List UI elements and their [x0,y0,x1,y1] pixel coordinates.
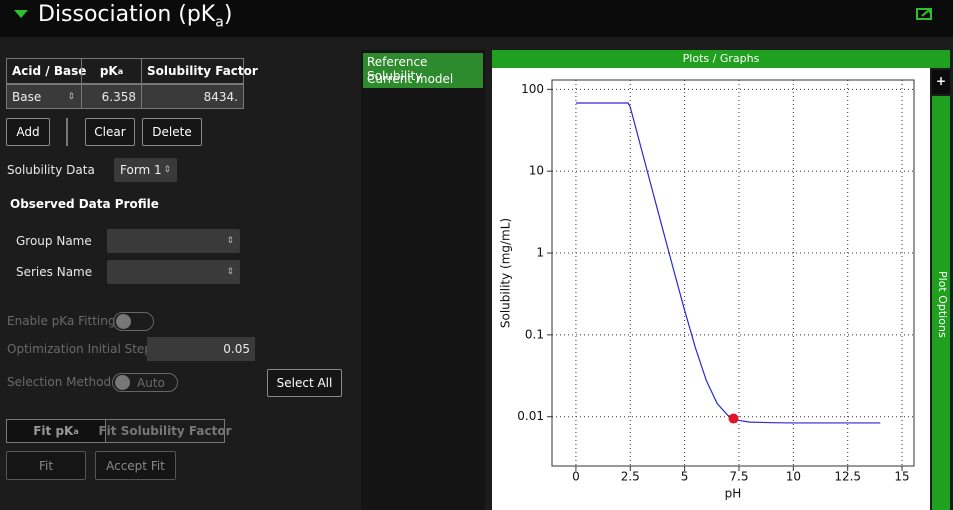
list-item[interactable]: Reference Solubility [367,55,428,83]
fit-tab[interactable]: Fit pK a [6,419,106,443]
title: Dissociation (pKa) [38,2,232,30]
data-point [728,413,739,424]
label: Optimization Initial Step [7,342,152,356]
section-title: Observed Data Profile [10,197,159,211]
label: Group Name [16,234,92,248]
plot-frame [551,79,915,467]
model-list: Reference Solubility Current model [361,50,485,510]
plot-header: Plots / Graphs [492,50,950,68]
step-input[interactable]: 0.05 [147,337,255,361]
accept-fit-button[interactable]: Accept Fit [95,451,176,480]
x-tick-label: 15 [894,470,909,484]
fit-tab[interactable]: Fit Solubility Factor [98,419,232,443]
title-end: ) [223,2,233,27]
toggle-knob [116,314,131,329]
toggle-knob [115,375,130,390]
form-select[interactable]: Form 1 [114,158,177,182]
popout-icon[interactable] [916,7,933,21]
y-tick-label: 0.01 [517,409,544,423]
x-tick-label: 5 [681,470,689,484]
header-text: pK [99,64,118,78]
collapse-arrow[interactable] [14,10,28,20]
y-axis-label: Solubility (mg/mL) [499,218,513,328]
table-cell[interactable]: 8434. [141,84,244,109]
clear-button[interactable]: Clear [85,118,135,146]
separator [66,118,68,146]
x-tick-label: 0 [572,470,580,484]
x-tick-label: 12.5 [834,470,861,484]
toggle[interactable]: Auto [112,373,178,392]
x-axis-label: pH [725,487,742,501]
label: Enable pKa Fitting [7,314,116,328]
plot-area [492,68,930,510]
add-button[interactable]: Add [6,118,50,146]
fit-button[interactable]: Fit [6,451,86,480]
label: Selection Method [7,375,112,389]
toggle-label: Auto [137,376,165,390]
label: Solubility Data [7,163,95,177]
header-bar: Dissociation (pKa) [0,0,953,37]
select-all-button[interactable]: Select All [267,369,342,397]
table-cell[interactable]: 6.358 [81,84,142,109]
header-sub: a [117,66,124,76]
plot-options-bar[interactable]: Plot Options [932,96,950,510]
y-tick-label: 1 [536,246,544,260]
chart: 0 2.5 5 7.5 10 12.5 15 0.01 0.1 1 10 100 pH Solubilit… [499,79,915,501]
y-tick-label: 100 [521,82,544,96]
tab-sub: a [73,426,79,436]
label: Series Name [16,265,93,279]
header-cell: pK a [81,58,142,84]
series-select[interactable] [107,260,240,284]
tab-text: Fit pK [33,424,74,438]
y-tick-label: 0.1 [525,327,544,341]
delete-button[interactable]: Delete [142,118,202,146]
data-line [575,102,881,424]
plus-button[interactable]: + [932,70,950,94]
x-tick-label: 10 [786,470,801,484]
list-item[interactable]: Current model [367,72,454,86]
title-text: Dissociation (pK [38,2,216,27]
x-tick-label: 7.5 [729,470,748,484]
header-cell: Acid / Base [6,58,86,84]
title-sub: a [215,14,224,31]
header-cell: Solubility Factor [141,58,258,84]
y-tick-label: 10 [529,164,544,178]
toggle[interactable] [113,312,154,331]
x-tick-label: 2.5 [621,470,640,484]
table-cell[interactable]: Base [6,84,82,109]
list-selection [363,53,483,88]
group-select[interactable] [107,229,240,253]
plot-options-label: Plot Options [936,271,949,338]
